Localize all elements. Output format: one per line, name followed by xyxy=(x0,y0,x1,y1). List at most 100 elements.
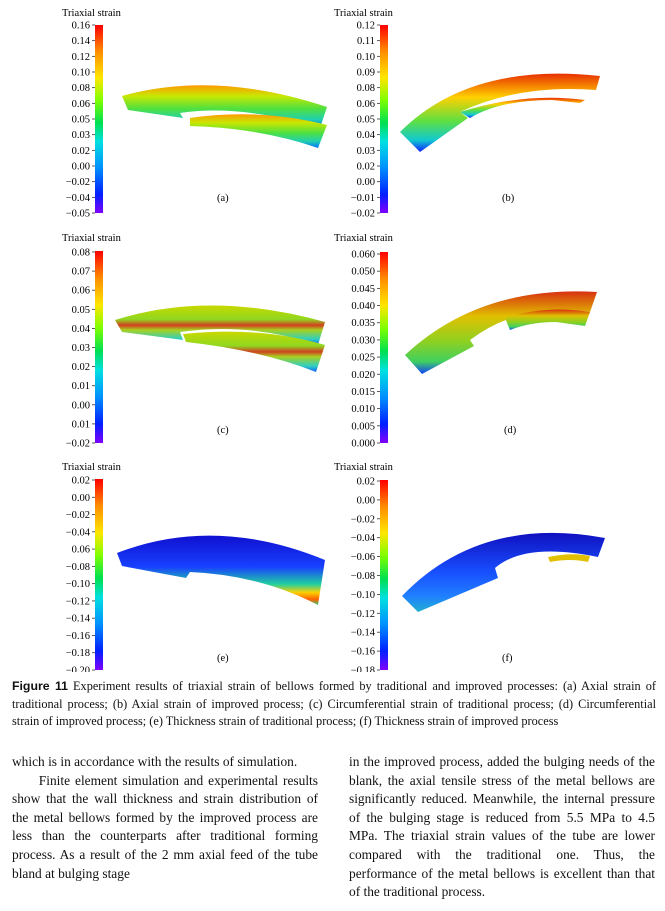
panel-label-a: (a) xyxy=(217,193,229,204)
colorbar-tick-label: 0.02 xyxy=(357,162,375,173)
body-column-right: in the improved process, added the bulgi… xyxy=(349,753,655,902)
strain-band-f xyxy=(402,532,605,612)
body-paragraph: in the improved process, added the bulgi… xyxy=(349,754,655,900)
colorbar-title-f: Triaxial strain xyxy=(334,462,394,473)
colorbar-ticks-d: 0.060 0.050 0.045 0.040 0.035 0.030 0.025 0.020… xyxy=(351,250,380,450)
colorbar-tick-label: 0.060 xyxy=(351,250,375,261)
body-column-left: which is in accordance with the results … xyxy=(12,753,318,883)
body-paragraph: Finite element simulation and experiment… xyxy=(12,772,318,881)
colorbar-tick-label: 0.16 xyxy=(72,21,90,32)
colorbar-tick-label: 0.010 xyxy=(351,404,375,415)
colorbar-tick-label: 0.035 xyxy=(351,318,375,329)
colorbar-tick-label: −0.18 xyxy=(351,666,375,673)
colorbar-tick-label: −0.12 xyxy=(66,596,90,607)
colorbar-tick-label: 0.10 xyxy=(72,68,90,79)
body-paragraph: which is in accordance with the results … xyxy=(12,754,298,769)
colorbar-title-d: Triaxial strain xyxy=(334,233,394,244)
colorbar-tick-label: −0.08 xyxy=(351,571,375,582)
colorbar-ticks-b: 0.12 0.11 0.10 0.09 0.08 0.06 0.05 0.04 0.03 0.02… xyxy=(351,21,380,220)
colorbar-tick-label: 0.02 xyxy=(357,477,375,488)
colorbar-tick-label: 0.07 xyxy=(72,267,90,278)
panel-label-d: (d) xyxy=(504,425,517,436)
colorbar-tick-label: 0.08 xyxy=(357,83,375,94)
colorbar-tick-label: −0.16 xyxy=(66,631,90,642)
colorbar-ticks-f: 0.02 0.00 −0.02 −0.04 −0.06 −0.08 −0.10 −0.12 −0… xyxy=(351,477,380,673)
panel-e: Triaxial strain 0.02 0.00 −0.02 −0.04 0.06 −0… xyxy=(62,462,325,672)
colorbar-title-a: Triaxial strain xyxy=(62,8,122,19)
figure-11: Triaxial strain 0.16 0.14 0.12 0.10 0.08 0.06… xyxy=(62,8,605,672)
colorbar-tick-label: 0.12 xyxy=(72,52,90,63)
colorbar-tick-label: −0.10 xyxy=(351,590,375,601)
colorbar-tick-label: 0.045 xyxy=(351,284,375,295)
colorbar-tick-label: −0.14 xyxy=(66,614,91,625)
colorbar-tick-label: 0.050 xyxy=(351,267,375,278)
colorbar-tick-label: −0.04 xyxy=(66,193,91,204)
colorbar-tick-label: 0.06 xyxy=(72,99,90,110)
colorbar-tick-label: −0.01 xyxy=(351,193,375,204)
colorbar-tick-label: 0.12 xyxy=(357,21,375,32)
panel-label-e: (e) xyxy=(217,653,229,664)
colorbar-tick-label: −0.06 xyxy=(351,552,375,563)
panel-d: Triaxial strain 0.060 0.050 0.045 0.040 0.03… xyxy=(334,233,597,450)
colorbar-tick-label: −0.05 xyxy=(66,209,90,220)
panel-f: Triaxial strain 0.02 0.00 −0.02 −0.04 −0.06 −… xyxy=(334,462,605,672)
colorbar-tick-label: 0.08 xyxy=(72,83,90,94)
colorbar-tick-label: 0.01 xyxy=(72,419,90,430)
colorbar-ticks-e: 0.02 0.00 −0.02 −0.04 0.06 −0.08 −0.10 −0.12 −0.… xyxy=(66,476,95,672)
colorbar-tick-label: −0.04 xyxy=(66,527,91,538)
strain-band-c xyxy=(115,305,325,345)
panel-label-b: (b) xyxy=(502,193,515,204)
strain-band-b-lower xyxy=(460,97,585,118)
colorbar-tick-label: 0.00 xyxy=(357,177,375,188)
colorbar-c xyxy=(95,251,103,443)
colorbar-tick-label: 0.00 xyxy=(72,162,90,173)
figure-caption: Figure 11 Experiment results of triaxial… xyxy=(12,678,656,731)
colorbar-tick-label: 0.005 xyxy=(351,421,375,432)
colorbar-tick-label: 0.00 xyxy=(72,493,90,504)
colorbar-a xyxy=(95,25,103,213)
colorbar-tick-label: 0.06 xyxy=(72,545,90,556)
colorbar-tick-label: 0.03 xyxy=(357,146,375,157)
colorbar-tick-label: 0.03 xyxy=(72,130,90,141)
colorbar-tick-label: 0.00 xyxy=(357,495,375,506)
colorbar-tick-label: 0.06 xyxy=(357,99,375,110)
colorbar-tick-label: 0.00 xyxy=(72,400,90,411)
colorbar-b xyxy=(380,25,388,213)
strain-band-b xyxy=(400,73,600,152)
panel-a: Triaxial strain 0.16 0.14 0.12 0.10 0.08 0.06… xyxy=(62,8,327,220)
colorbar-d xyxy=(380,252,388,443)
colorbar-tick-label: −0.10 xyxy=(66,579,90,590)
colorbar-tick-label: −0.02 xyxy=(66,177,90,188)
colorbar-tick-label: −0.04 xyxy=(351,533,376,544)
colorbar-tick-label: 0.020 xyxy=(351,370,375,381)
strain-band-f-accent xyxy=(548,554,590,562)
colorbar-tick-label: 0.05 xyxy=(72,115,90,126)
colorbar-title-c: Triaxial strain xyxy=(62,233,122,244)
colorbar-tick-label: 0.02 xyxy=(72,362,90,373)
colorbar-tick-label: 0.05 xyxy=(357,115,375,126)
colorbar-tick-label: 0.14 xyxy=(72,36,91,47)
colorbar-ticks-c: 0.08 0.07 0.06 0.05 0.04 0.03 0.02 0.01 0.00 0.01… xyxy=(66,248,95,450)
caption-text: Experiment results of triaxial strain of… xyxy=(12,679,656,728)
colorbar-tick-label: 0.02 xyxy=(72,476,90,487)
colorbar-e xyxy=(95,479,103,670)
colorbar-tick-label: −0.08 xyxy=(66,562,90,573)
strain-band-a-lower xyxy=(190,114,327,148)
colorbar-tick-label: −0.18 xyxy=(66,648,90,659)
colorbar-tick-label: 0.06 xyxy=(72,286,90,297)
colorbar-tick-label: 0.08 xyxy=(72,248,90,259)
colorbar-tick-label: −0.02 xyxy=(351,514,375,525)
colorbar-tick-label: −0.02 xyxy=(66,439,90,450)
panel-b: Triaxial strain 0.12 0.11 0.10 0.09 0.08 0.06… xyxy=(334,8,600,220)
colorbar-tick-label: 0.040 xyxy=(351,301,375,312)
colorbar-f xyxy=(380,480,388,670)
panel-c: Triaxial strain 0.08 0.07 0.06 0.05 0.04 0.03… xyxy=(62,233,325,450)
figure-label: Figure 11 xyxy=(12,679,68,693)
colorbar-tick-label: −0.02 xyxy=(351,209,375,220)
colorbar-tick-label: 0.10 xyxy=(357,52,375,63)
strain-band-d-lower xyxy=(505,309,590,330)
colorbar-tick-label: −0.12 xyxy=(351,609,375,620)
colorbar-title-e: Triaxial strain xyxy=(62,462,122,473)
colorbar-title-b: Triaxial strain xyxy=(334,8,394,19)
colorbar-tick-label: 0.000 xyxy=(351,439,375,450)
